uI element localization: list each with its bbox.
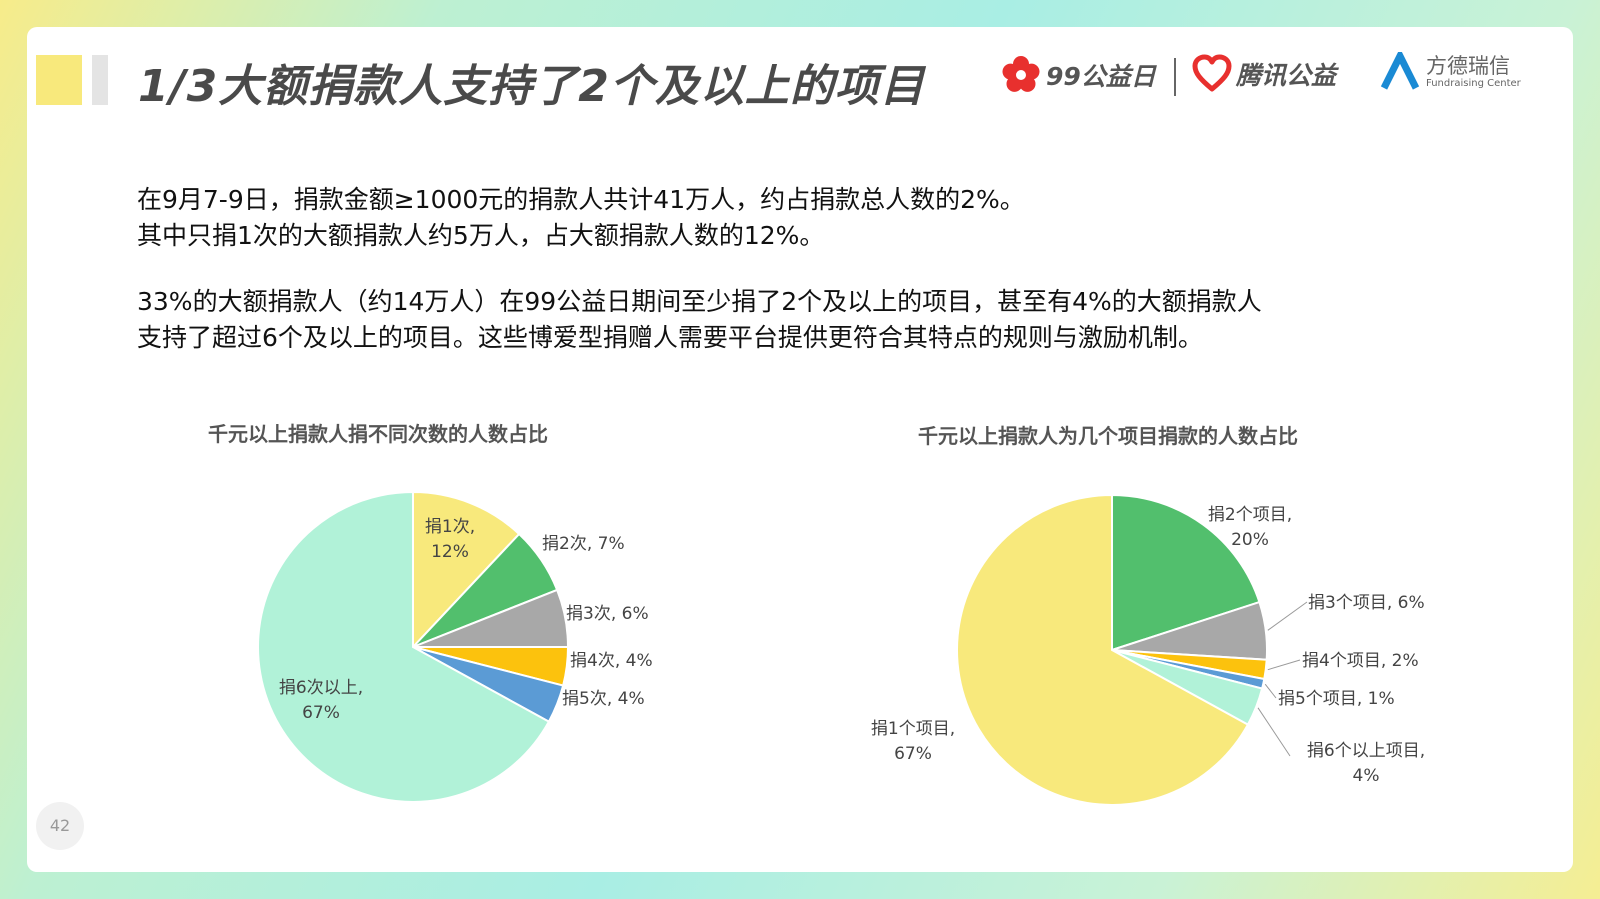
- pie-2-leader-4: [1264, 683, 1277, 699]
- pie-1-label-1: 捐1次, 12%: [425, 517, 475, 562]
- pie-chart-1: 捐1次, 12% 捐2次, 7% 捐3次, 6% 捐4次, 4% 捐5次, 4% 捐6次以上…: [257, 490, 653, 803]
- pie-1-slice-6: [257, 490, 551, 803]
- logo-bar: 99公益日 腾讯公益 方德瑞信 Fundraising Center: [1000, 50, 1560, 110]
- logo-tencent-gongyi: 腾讯公益: [1192, 54, 1336, 94]
- page-number: 42: [36, 802, 84, 850]
- flower-icon: [1002, 56, 1040, 92]
- pie-1-label-5: 捐5次, 4%: [562, 689, 645, 709]
- pie-2-label-4: 捐5个项目, 1%: [1278, 689, 1395, 709]
- title-decoration-yellow: [36, 55, 82, 105]
- title-decoration-gray: [92, 55, 108, 105]
- pie-1-label-6: 捐6次以上, 67%: [279, 678, 363, 723]
- paragraph-1-line-2: 其中只捐1次的大额捐款人约5万人，占大额捐款人数的12%。: [137, 221, 825, 250]
- pie-2-label-2: 捐3个项目, 6%: [1308, 593, 1425, 613]
- pie-2-label-1: 捐2个项目, 20%: [1208, 505, 1292, 550]
- logo-fd-cn: 方德瑞信: [1426, 54, 1510, 78]
- pie-2-label-6: 捐1个项目, 67%: [871, 719, 955, 764]
- pie-2-label-5: 捐6个以上项目, 4%: [1307, 741, 1425, 786]
- logo-fundraising-center: 方德瑞信 Fundraising Center: [1380, 52, 1521, 92]
- logo-tencent-text: 腾讯公益: [1236, 61, 1337, 90]
- fd-logo-icon: [1380, 52, 1420, 90]
- page-title: 1/3大额捐款人支持了2个及以上的项目: [138, 61, 925, 112]
- pie-chart-2: 捐2个项目, 20% 捐3个项目, 6% 捐4个项目, 2% 捐5个项目, 1% 捐6个以…: [871, 493, 1425, 806]
- chart-1-title: 千元以上捐款人捐不同次数的人数占比: [208, 422, 548, 446]
- pie-1-label-2: 捐2次, 7%: [542, 534, 625, 554]
- chart-2-title: 千元以上捐款人为几个项目捐款的人数占比: [918, 424, 1298, 448]
- logo-divider: [1174, 58, 1176, 96]
- pie-1-label-3: 捐3次, 6%: [566, 604, 649, 624]
- pie-2-leader-2: [1267, 601, 1308, 631]
- pie-1-slice-1: [412, 490, 521, 650]
- paragraph-2-line-2: 支持了超过6个及以上的项目。这些博爱型捐赠人需要平台提供更符合其特点的规则与激励…: [137, 323, 1203, 352]
- logo-99-text: 99公益日: [1046, 62, 1156, 91]
- paragraph-2-line-1: 33%的大额捐款人（约14万人）在99公益日期间至少捐了2个及以上的项目，甚至有…: [137, 287, 1262, 316]
- paragraph-1-line-1: 在9月7-9日，捐款金额≥1000元的捐款人共计41万人，约占捐款总人数的2%。: [137, 185, 1025, 214]
- logo-99-gongyi: 99公益日: [1000, 54, 1156, 96]
- pie-2-slice-6: [956, 493, 1250, 806]
- logo-fd-en: Fundraising Center: [1426, 78, 1521, 89]
- pie-1-label-4: 捐4次, 4%: [570, 651, 653, 671]
- pie-2-leader-5: [1257, 707, 1291, 757]
- heart-icon: [1192, 54, 1232, 92]
- paragraph-2: 33%的大额捐款人（约14万人）在99公益日期间至少捐了2个及以上的项目，甚至有…: [137, 284, 1262, 356]
- pie-2-label-3: 捐4个项目, 2%: [1302, 651, 1419, 671]
- pie-2-leader-3: [1267, 659, 1301, 671]
- paragraph-1: 在9月7-9日，捐款金额≥1000元的捐款人共计41万人，约占捐款总人数的2%。…: [137, 182, 1025, 254]
- pie-2-slice-1: [1111, 493, 1261, 652]
